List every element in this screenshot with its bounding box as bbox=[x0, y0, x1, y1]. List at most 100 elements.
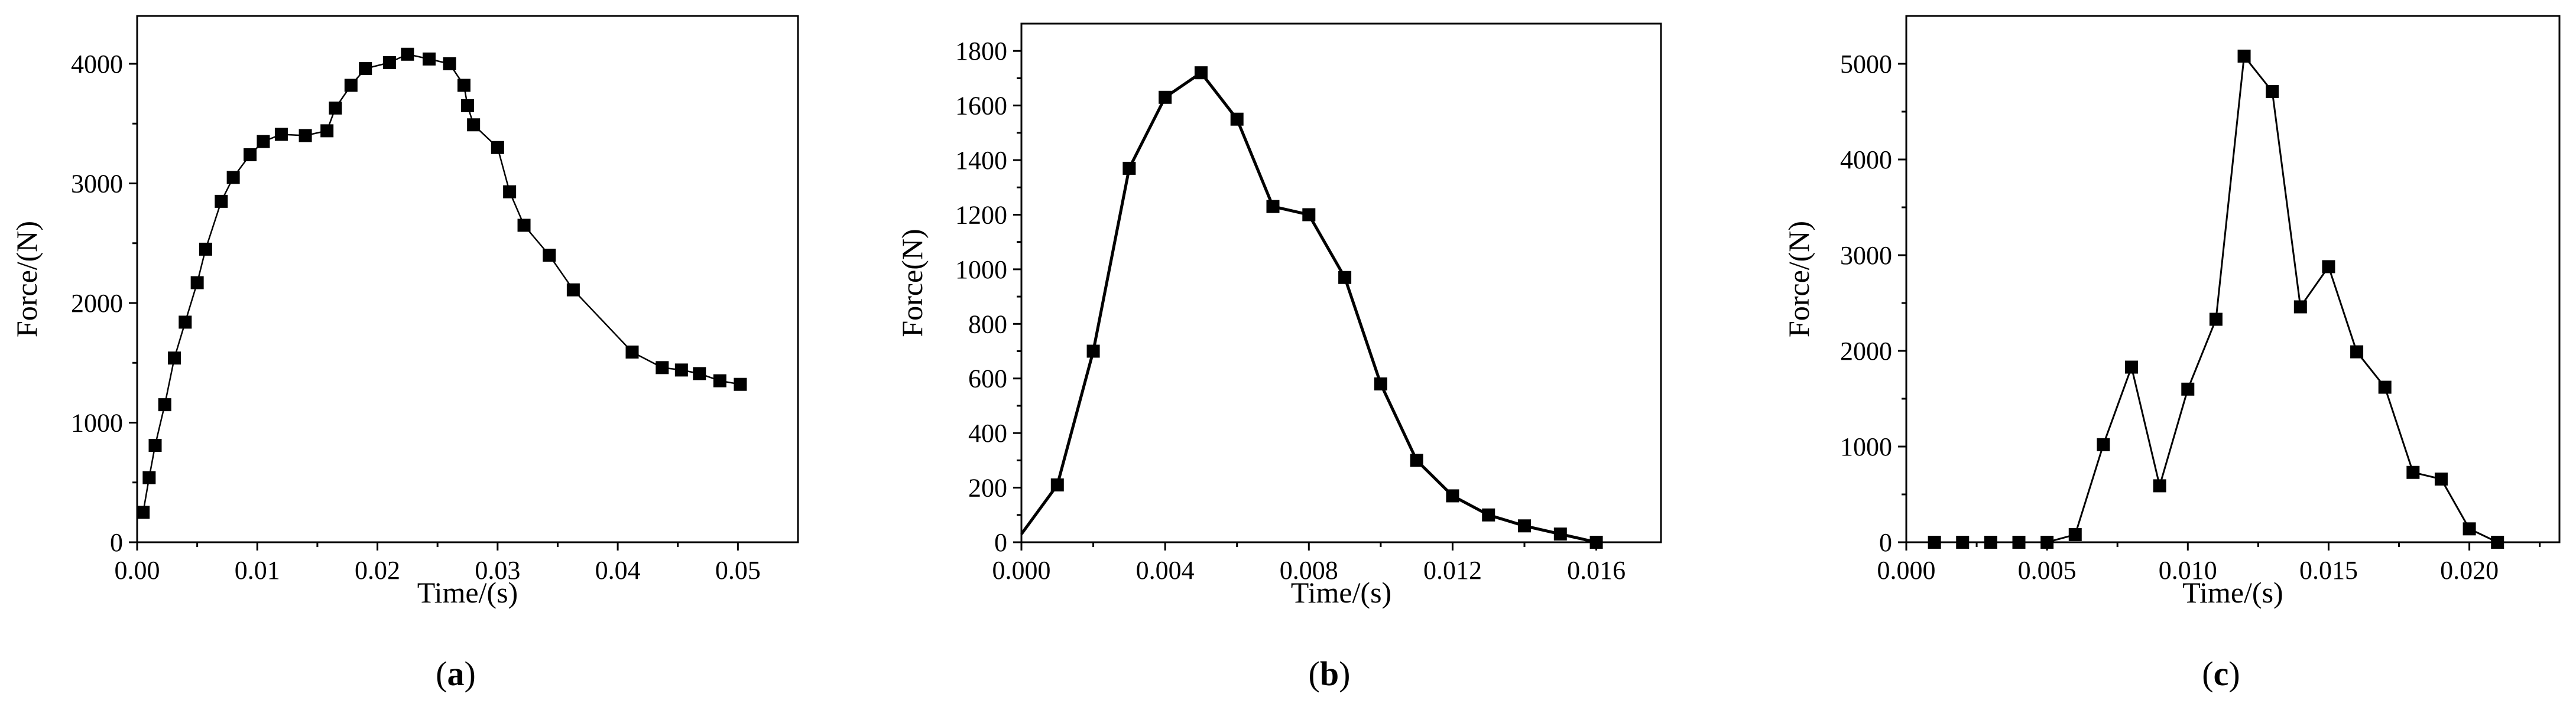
data-point bbox=[2266, 84, 2279, 98]
data-point bbox=[1446, 489, 1459, 503]
y-tick-label: 1000 bbox=[955, 255, 1007, 284]
data-point bbox=[1050, 478, 1064, 491]
x-tick-label: 0.004 bbox=[1136, 556, 1195, 585]
y-tick-label: 0 bbox=[994, 528, 1007, 557]
data-point bbox=[1266, 200, 1280, 213]
y-tick-label: 3000 bbox=[71, 170, 123, 198]
data-point bbox=[566, 283, 580, 297]
y-tick-label: 800 bbox=[968, 310, 1007, 338]
data-point bbox=[674, 363, 688, 377]
data-point bbox=[2350, 345, 2364, 359]
x-tick-label: 0.03 bbox=[475, 556, 520, 585]
x-tick-label: 0.016 bbox=[1567, 556, 1626, 585]
data-point bbox=[2463, 522, 2476, 536]
data-point bbox=[179, 315, 192, 329]
data-point bbox=[2209, 312, 2223, 326]
x-tick-label: 0.02 bbox=[355, 556, 400, 585]
y-axis-label: Force/(N) bbox=[10, 221, 43, 337]
data-point bbox=[299, 129, 312, 142]
data-point bbox=[656, 361, 669, 374]
x-tick-label: 0.000 bbox=[992, 556, 1051, 585]
data-point bbox=[422, 52, 436, 66]
data-point bbox=[1374, 377, 1387, 390]
data-point bbox=[1410, 454, 1423, 467]
x-tick-label: 0.012 bbox=[1423, 556, 1482, 585]
data-point bbox=[215, 194, 228, 208]
y-tick-label: 1400 bbox=[955, 146, 1007, 175]
y-tick-label: 2000 bbox=[71, 289, 123, 318]
series-line bbox=[1020, 70, 1597, 544]
data-point bbox=[1230, 112, 1244, 126]
y-tick-label: 2000 bbox=[1840, 337, 1892, 366]
data-point bbox=[257, 135, 270, 148]
data-point bbox=[2378, 380, 2392, 394]
data-point bbox=[274, 128, 288, 141]
x-tick-label: 0.015 bbox=[2299, 556, 2358, 585]
data-point bbox=[734, 377, 747, 391]
data-point bbox=[2406, 465, 2420, 479]
data-point bbox=[1122, 161, 1136, 175]
y-tick-label: 600 bbox=[968, 364, 1007, 393]
chart-panel-a: 0.00 0.01 0.02 0.03 0.04 0.05 0 1000 2000 3000 400… bbox=[10, 15, 799, 693]
data-point bbox=[461, 99, 474, 112]
x-tick-label: 0.008 bbox=[1280, 556, 1338, 585]
panel-label-letter: b bbox=[1320, 654, 1339, 693]
data-point bbox=[199, 242, 212, 256]
data-point bbox=[2068, 528, 2082, 542]
y-tick-label: 400 bbox=[968, 419, 1007, 448]
data-point bbox=[244, 148, 257, 161]
x-tick-label: 0.020 bbox=[2440, 556, 2499, 585]
x-tick-label: 0.04 bbox=[595, 556, 641, 585]
data-point bbox=[467, 118, 481, 132]
data-point bbox=[2237, 50, 2251, 63]
data-point bbox=[168, 351, 181, 365]
data-point bbox=[2293, 300, 2307, 314]
chart-panel-c: 0.000 0.005 0.010 0.015 0.020 0 1000 2000 3000 40… bbox=[1782, 15, 2561, 693]
y-tick-label: 0 bbox=[1879, 528, 1892, 557]
data-point bbox=[142, 471, 156, 484]
data-point bbox=[158, 398, 171, 412]
chart-panel-b: 0.000 0.004 0.008 0.012 0.016 0 200 400 600 800 10… bbox=[896, 22, 1662, 693]
data-point bbox=[1553, 527, 1567, 541]
panel-label-letter: c bbox=[2214, 654, 2229, 693]
data-point bbox=[1086, 344, 1100, 358]
y-tick-label: 4000 bbox=[71, 50, 123, 79]
y-tick-label: 1600 bbox=[955, 92, 1007, 120]
x-axis-label: Time/(s) bbox=[417, 576, 518, 609]
plot-frame bbox=[1020, 22, 1662, 543]
data-point bbox=[2012, 536, 2026, 549]
panel-label: (a) bbox=[436, 654, 476, 693]
data-point bbox=[401, 47, 414, 61]
y-tick-label: 1800 bbox=[955, 37, 1007, 66]
data-point bbox=[344, 79, 358, 92]
data-point bbox=[1984, 536, 1997, 549]
data-point bbox=[457, 79, 471, 92]
data-point bbox=[503, 185, 517, 198]
data-point bbox=[693, 367, 706, 380]
data-point bbox=[2097, 438, 2110, 451]
x-tick-label: 0.05 bbox=[715, 556, 761, 585]
x-axis-label: Time/(s) bbox=[2182, 576, 2283, 609]
data-point bbox=[2040, 536, 2054, 549]
y-axis-label: Force/(N) bbox=[1782, 221, 1815, 337]
data-point bbox=[713, 374, 726, 387]
data-point bbox=[226, 171, 240, 184]
data-point bbox=[1338, 271, 1352, 284]
data-point bbox=[625, 346, 639, 359]
data-point bbox=[491, 141, 504, 154]
data-point bbox=[382, 56, 396, 69]
data-point bbox=[190, 276, 204, 289]
panel-label: (c) bbox=[2202, 654, 2240, 693]
data-point bbox=[1302, 208, 1316, 222]
data-point bbox=[2181, 382, 2195, 396]
data-point bbox=[1589, 536, 1603, 549]
data-point bbox=[2153, 479, 2166, 493]
plot-frame bbox=[1905, 15, 2561, 543]
data-point bbox=[1518, 519, 1532, 533]
plot-frame bbox=[136, 15, 799, 543]
data-point bbox=[148, 438, 162, 452]
data-point bbox=[543, 249, 556, 262]
x-tick-label: 0.01 bbox=[235, 556, 280, 585]
data-point bbox=[1928, 536, 1941, 549]
